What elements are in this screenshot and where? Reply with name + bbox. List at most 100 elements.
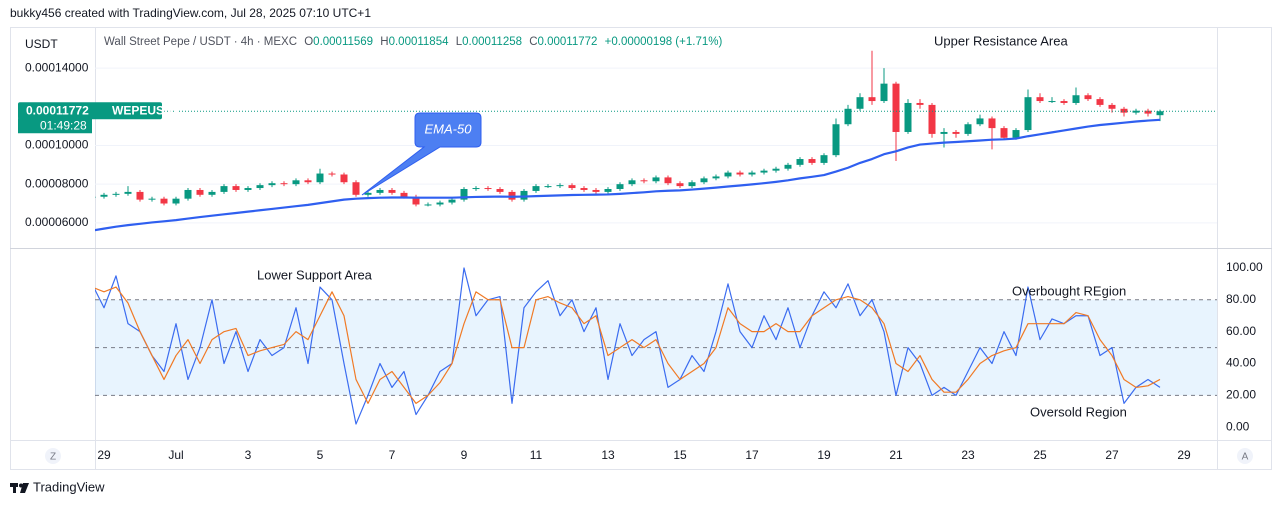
candle-body <box>388 189 396 193</box>
candle-body <box>868 97 876 102</box>
candle-body <box>136 191 144 200</box>
candle-body <box>748 172 756 175</box>
candle-body <box>652 177 660 182</box>
x-tick-label: 21 <box>889 448 903 462</box>
candle-body <box>676 183 684 187</box>
legend-c-label: C <box>529 36 537 48</box>
y-tick-label: 40.00 <box>1226 356 1256 370</box>
candle-body <box>988 118 996 129</box>
price-pane <box>95 50 1217 232</box>
candle-body <box>460 189 468 200</box>
candle-body <box>376 189 384 193</box>
x-tick-label: 29 <box>1177 448 1191 462</box>
legend-c-value: 0.00011772 <box>538 36 598 48</box>
zoom-button[interactable] <box>45 448 61 464</box>
ema-callout-text: EMA-50 <box>425 121 473 136</box>
candle-body <box>484 188 492 190</box>
candle-body <box>364 192 372 195</box>
candle-body <box>1060 101 1068 103</box>
brand-logo <box>10 483 29 493</box>
candle-body <box>95 196 96 198</box>
stoch-pane <box>95 267 1217 425</box>
candle-body <box>808 159 816 163</box>
candle-body <box>268 183 276 186</box>
candle-body <box>784 164 792 169</box>
x-tick-label: 5 <box>317 448 324 462</box>
candle-body <box>280 183 288 185</box>
candle-body <box>1036 97 1044 102</box>
annotation: Overbought REgion <box>1012 283 1126 298</box>
candle-body <box>1156 111 1164 116</box>
candle-body <box>664 177 672 184</box>
auto-button[interactable] <box>1237 448 1253 464</box>
y-tick-label: 0.00008000 <box>25 176 89 190</box>
candle-body <box>916 102 924 105</box>
candle-body <box>616 184 624 190</box>
zoom-button-label[interactable]: Z <box>50 452 56 463</box>
candle-body <box>292 180 300 185</box>
candle-body <box>1108 104 1116 109</box>
candle-body <box>1024 97 1032 131</box>
candle-body <box>724 172 732 177</box>
candle-body <box>340 174 348 183</box>
candle-body <box>196 189 204 195</box>
auto-button-label[interactable]: A <box>1242 452 1249 463</box>
x-tick-label: 23 <box>961 448 975 462</box>
candle-body <box>400 192 408 197</box>
candle-body <box>772 168 780 171</box>
x-tick-label: 11 <box>530 448 543 462</box>
candle-body <box>112 193 120 195</box>
annotation: Lower Support Area <box>257 267 373 282</box>
y-tick-label: 80.00 <box>1226 292 1256 306</box>
countdown-tag <box>18 118 92 134</box>
candle-body <box>304 180 312 183</box>
line-series <box>95 286 1161 404</box>
candle-body <box>472 188 480 190</box>
candle-body <box>316 173 324 183</box>
candle-body <box>952 131 960 134</box>
x-tick-label: 27 <box>1105 448 1119 462</box>
legend: Wall Street Pepe / USDT · 4h · MEXC O0.0… <box>104 36 722 48</box>
candle-body <box>1072 95 1080 103</box>
legend-o-label: O <box>304 36 313 48</box>
line-series <box>95 118 1161 232</box>
candle-body <box>1096 99 1104 105</box>
ema-callout <box>361 112 482 196</box>
candle-body <box>892 83 900 132</box>
candle-body <box>1084 95 1092 100</box>
candle-body <box>736 172 744 175</box>
x-tick-label: 13 <box>601 448 615 462</box>
candle-body <box>424 204 432 206</box>
legend-h-label: H <box>380 36 388 48</box>
y-tick-label: 20.00 <box>1226 388 1256 402</box>
candle-body <box>412 196 420 205</box>
brand-name: TradingView <box>33 479 105 494</box>
candle-body <box>592 189 600 192</box>
candle-body <box>940 131 948 134</box>
y-tick-label: 0.00014000 <box>25 60 89 74</box>
x-tick-label: 19 <box>817 448 831 462</box>
candle-body <box>556 185 564 187</box>
legend-o-value: 0.00011569 <box>313 36 373 48</box>
y-tick-label: 0.00 <box>1226 419 1250 433</box>
price-tag <box>18 102 162 120</box>
candle-body <box>1012 130 1020 138</box>
candle-body <box>880 83 888 102</box>
candle-body <box>184 189 192 199</box>
candle-body <box>520 190 528 200</box>
x-tick-label: 9 <box>461 448 468 462</box>
price-tag-symbol: WEPEUSDT <box>112 103 181 117</box>
legend-symbol: Wall Street Pepe / USDT · 4h · MEXC <box>104 36 297 48</box>
candle-body <box>844 108 852 125</box>
y-tick-label: 60.00 <box>1226 324 1256 338</box>
candle-body <box>352 182 360 195</box>
candle-body <box>256 185 264 189</box>
candle-body <box>496 189 504 192</box>
countdown: 01:49:28 <box>40 118 87 132</box>
x-tick-label: 17 <box>745 448 759 462</box>
candle-body <box>544 186 552 188</box>
y-tick-label: 0.00006000 <box>25 215 89 229</box>
candle-body <box>928 104 936 134</box>
candle-body <box>760 170 768 173</box>
candle-body <box>148 198 156 200</box>
